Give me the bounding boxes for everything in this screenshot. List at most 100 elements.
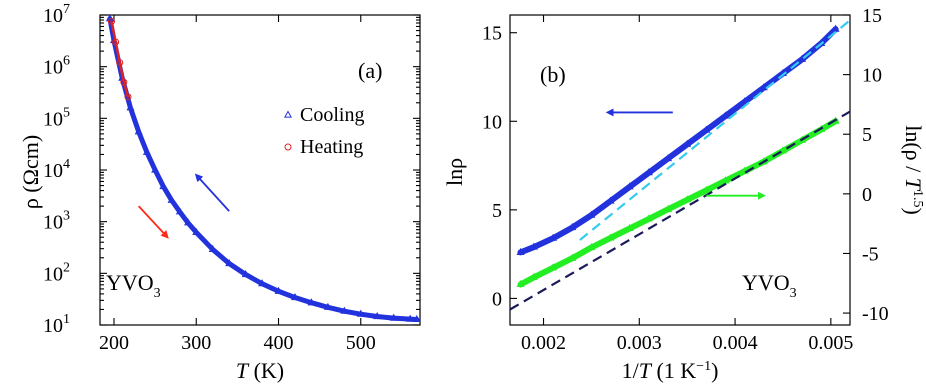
panel-b-xlabel-rest: (1 K bbox=[651, 358, 696, 383]
panel-a-point bbox=[175, 207, 184, 215]
panel-b-ylabel-right-close: ) bbox=[901, 207, 926, 214]
panel-a-ytick-exp: 2 bbox=[63, 260, 70, 275]
panel-a-ytick-base: 10 bbox=[43, 5, 63, 27]
panel-b-point bbox=[529, 242, 538, 250]
panel-a-ytick-base: 10 bbox=[43, 160, 63, 182]
panel-b-xtick-label: 0.005 bbox=[808, 332, 853, 354]
panel-b-point bbox=[644, 214, 653, 222]
panel-a-point bbox=[373, 311, 382, 320]
legend-circle-icon bbox=[284, 143, 292, 151]
panel-b-xtick-label: 0.004 bbox=[713, 332, 758, 354]
panel-b-point bbox=[568, 253, 577, 261]
panel-b-ylabel-right: ln(ρ / T1.5) bbox=[901, 125, 926, 215]
panel-a-point bbox=[241, 269, 250, 278]
panel-b-ytick-right-label: 15 bbox=[862, 5, 882, 27]
panel-a-arrow bbox=[138, 205, 169, 239]
panel-a-ytick-base: 10 bbox=[43, 263, 63, 285]
panel-a-point bbox=[274, 286, 283, 294]
panel-b-ylabel-right-italic: T bbox=[901, 178, 926, 192]
panel-b-point bbox=[606, 233, 615, 241]
panel-a-annotation-main: YVO bbox=[106, 270, 154, 295]
panel-a-series-trace bbox=[110, 20, 130, 99]
panel-b-point bbox=[587, 210, 596, 218]
panel-a-ytick-label: 103 bbox=[43, 209, 70, 234]
panel-a-point bbox=[340, 306, 349, 314]
panel-b-ytick-left-label: 10 bbox=[482, 111, 502, 133]
panel-a-point bbox=[151, 165, 160, 173]
panel-b-point bbox=[549, 263, 558, 271]
panel-b-point bbox=[702, 185, 711, 193]
panel-a-ytick-base: 10 bbox=[43, 212, 63, 234]
panel-b-ytick-right-label: 10 bbox=[862, 65, 882, 87]
panel-a-point bbox=[105, 14, 114, 22]
panel-a-point bbox=[356, 309, 365, 317]
panel-a-xtick-label: 500 bbox=[346, 332, 376, 354]
panel-b-ylabel-right-exp: 1.5 bbox=[910, 190, 925, 208]
panel-a-point bbox=[112, 38, 120, 46]
panel-a-point bbox=[126, 103, 135, 111]
panel-b-point bbox=[721, 111, 730, 119]
panel-b-point bbox=[644, 168, 653, 176]
panel-b-ytick-right-label: -5 bbox=[862, 243, 879, 265]
panel-a-series-trace bbox=[107, 16, 420, 322]
panel-b-xlabel-italic: T bbox=[639, 358, 653, 383]
legend-label: Cooling bbox=[300, 104, 364, 126]
panel-b: (b) lnρ ln(ρ / T1.5) 1/T (1 K−1) YVO3 0.… bbox=[442, 5, 926, 383]
panel-a-point bbox=[406, 314, 415, 322]
panel-b-point bbox=[625, 182, 634, 190]
panel-a-point bbox=[184, 218, 193, 226]
panel-b-point bbox=[759, 83, 768, 91]
panel-a-xlabel-italic: T bbox=[236, 358, 250, 383]
panel-b-xlabel-exp: −1 bbox=[696, 359, 711, 374]
panel-b-ytick-left-label: 5 bbox=[492, 200, 502, 222]
panel-b-ytick-left-label: 15 bbox=[482, 23, 502, 45]
panel-b-fit-line bbox=[509, 110, 851, 311]
panel-b-point bbox=[740, 166, 749, 174]
panel-b-point bbox=[516, 247, 525, 255]
panel-b-point bbox=[568, 223, 577, 231]
panel-b-ytick-right-label: 0 bbox=[862, 184, 872, 206]
panel-b-ylabel-right-main: ln(ρ / bbox=[901, 125, 926, 178]
panel-a-point bbox=[134, 127, 143, 135]
panel-a-point bbox=[159, 181, 168, 190]
panel-a-point bbox=[167, 195, 176, 203]
panel-a-point bbox=[192, 227, 201, 235]
panel-a-point bbox=[208, 244, 217, 253]
panel-b-point bbox=[606, 196, 615, 204]
panel-a-ytick-exp: 1 bbox=[63, 312, 70, 327]
panel-a-point bbox=[225, 258, 234, 267]
panel-b-annotation: YVO3 bbox=[742, 270, 797, 301]
panel-b-frame bbox=[509, 14, 851, 326]
panel-a-point bbox=[412, 314, 421, 323]
panel-a-xtick-label: 200 bbox=[99, 332, 129, 354]
panel-b-point bbox=[740, 97, 749, 105]
panel-a-xtick-label: 400 bbox=[264, 332, 294, 354]
panel-a-point bbox=[142, 147, 151, 155]
panel-a-ytick-exp: 7 bbox=[63, 2, 70, 17]
panel-b-point bbox=[683, 195, 692, 203]
legend-triangle-icon bbox=[283, 110, 293, 118]
panel-b-point bbox=[664, 204, 673, 212]
panel-a-point bbox=[124, 93, 132, 101]
panel-a-ytick-label: 105 bbox=[43, 105, 70, 130]
panel-b-point bbox=[664, 153, 673, 162]
panel-a-ylabel: ρ (Ωcm) bbox=[18, 135, 43, 209]
panel-a-ytick-label: 106 bbox=[43, 54, 70, 79]
panel-b-point bbox=[529, 272, 538, 280]
panel-a-xlabel-rest: (K) bbox=[248, 358, 284, 383]
panel-b-ytick-left-label: 0 bbox=[492, 288, 502, 310]
panel-b-xtick-label: 0.002 bbox=[521, 332, 566, 354]
panel-a-point bbox=[307, 298, 316, 306]
panel-a-point bbox=[323, 302, 332, 310]
panel-a-annotation: YVO3 bbox=[106, 270, 161, 301]
panel-b-point bbox=[549, 233, 558, 241]
panel-b-fit-line bbox=[579, 19, 851, 241]
panel-b-point bbox=[625, 223, 634, 232]
panel-a-ytick-base: 10 bbox=[43, 108, 63, 130]
panel-b-point bbox=[587, 242, 596, 251]
panel-b-ytick-right-label: 5 bbox=[862, 124, 872, 146]
panel-b-ytick-right-label: -10 bbox=[862, 303, 889, 325]
panel-a-ytick-exp: 5 bbox=[63, 105, 70, 120]
